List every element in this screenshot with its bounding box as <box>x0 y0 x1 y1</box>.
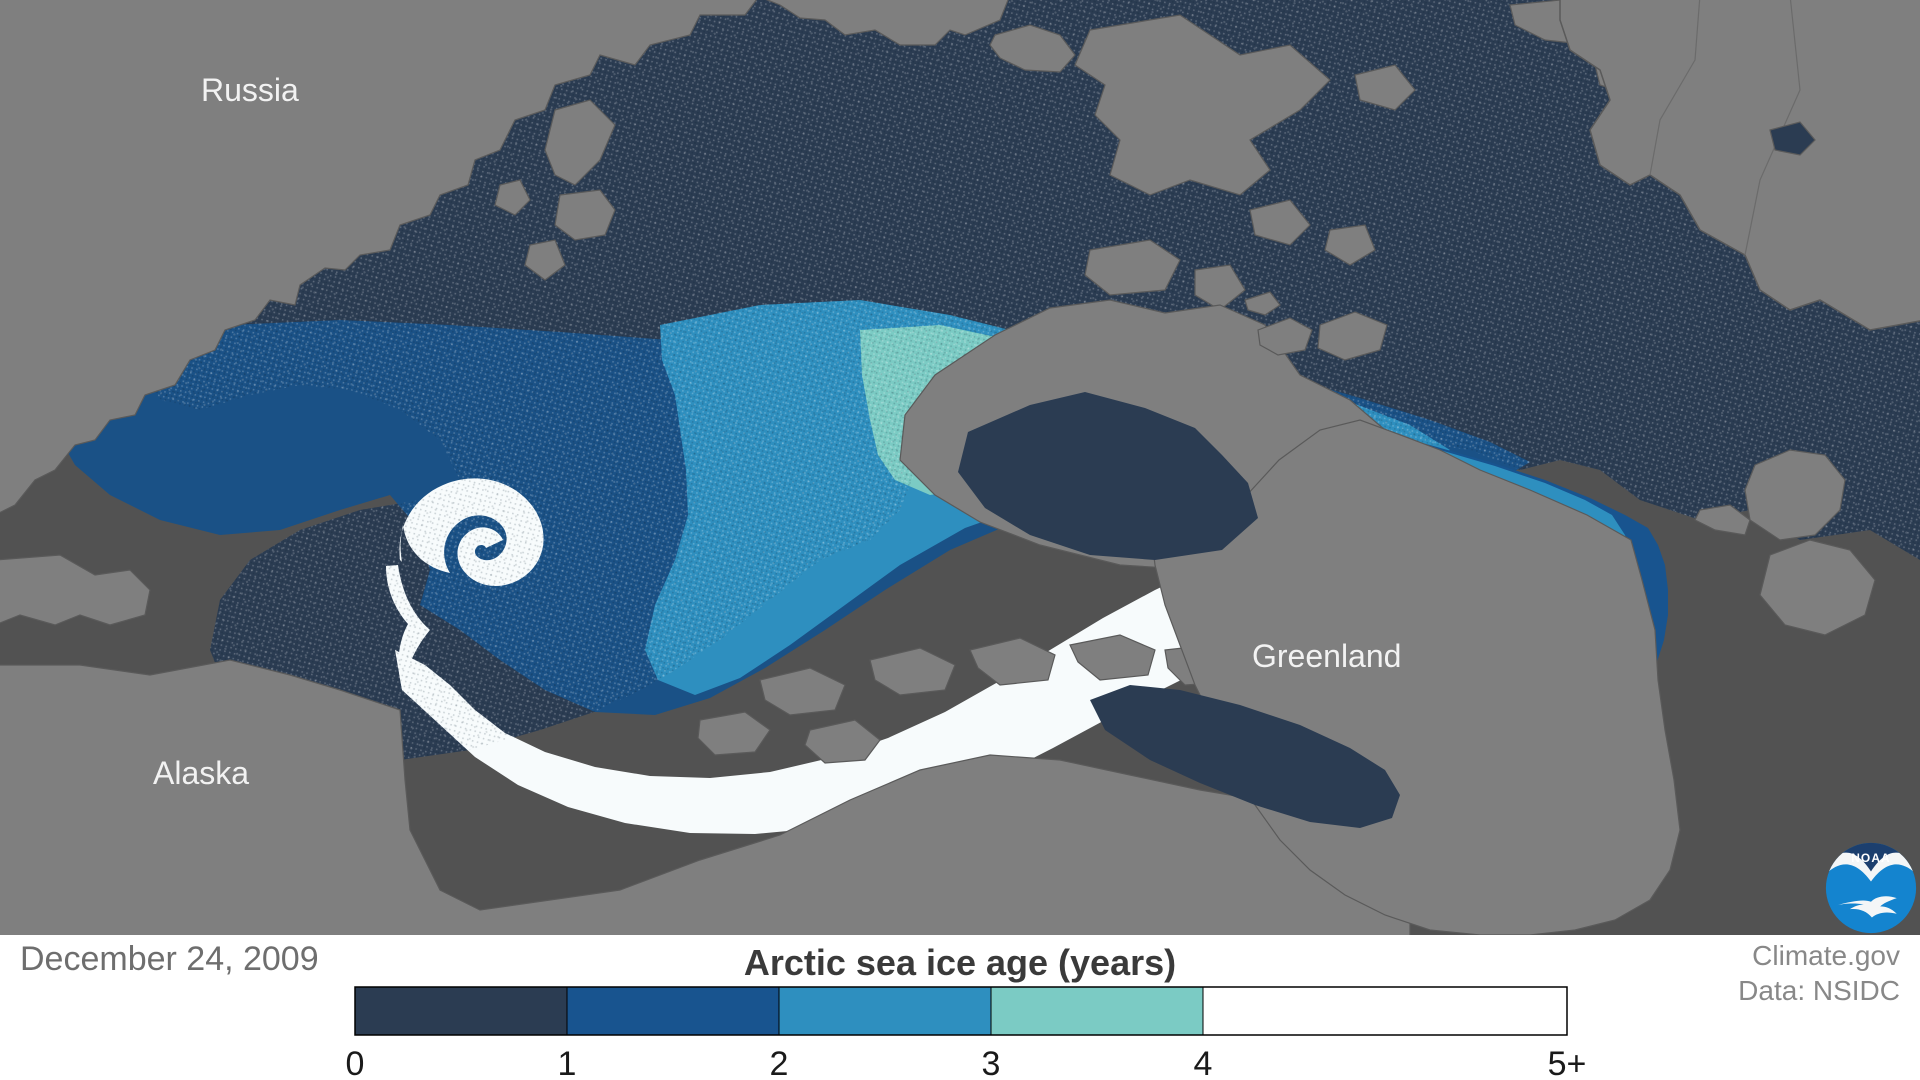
svg-text:3: 3 <box>982 1045 1001 1080</box>
svg-text:5+: 5+ <box>1548 1045 1587 1080</box>
svg-text:NOAA: NOAA <box>1851 851 1891 865</box>
svg-text:4: 4 <box>1194 1045 1213 1080</box>
svg-text:1: 1 <box>558 1045 577 1080</box>
svg-text:2: 2 <box>770 1045 789 1080</box>
svg-text:0: 0 <box>346 1045 365 1080</box>
